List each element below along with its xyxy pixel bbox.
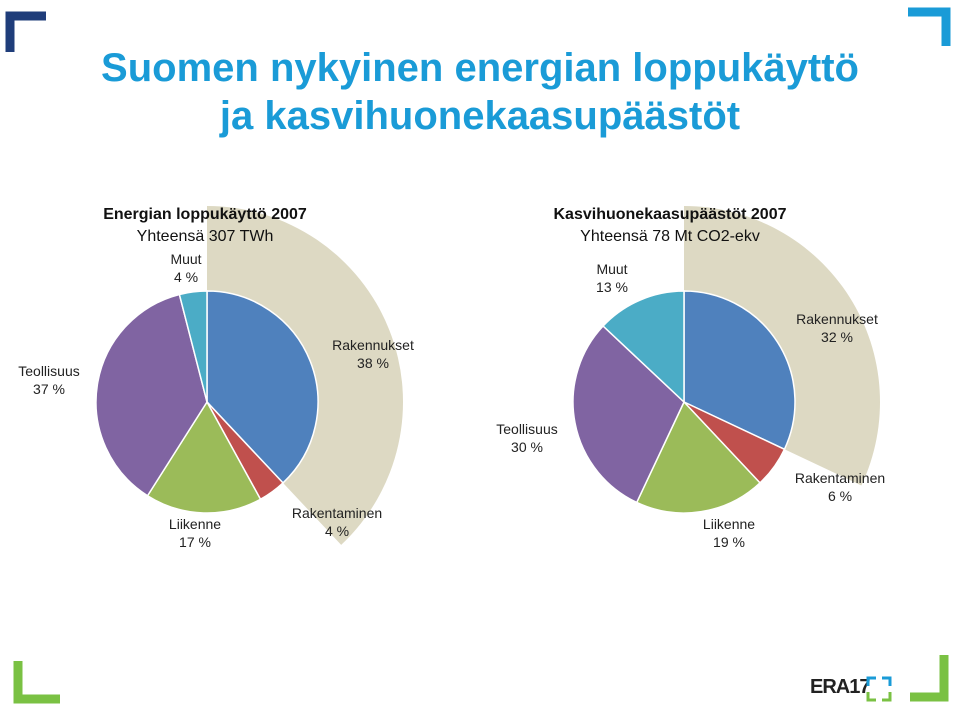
- corner-top-left: [5, 11, 46, 52]
- chart2-label-rakennukset: Rakennukset 32 %: [782, 310, 892, 346]
- page-title-line2: ja kasvihuonekaasupäästöt: [219, 94, 741, 138]
- chart1-slice-liikenne: [146, 400, 262, 514]
- corner-top-right: [908, 7, 951, 46]
- chart1-label-rakentaminen-name: Rakentaminen: [291, 505, 383, 521]
- chart1-label-rakennukset-pct: 38 %: [357, 355, 389, 371]
- chart1-rakennukset-highlight-band: [207, 206, 403, 545]
- chart1-label-liikenne: Liikenne 17 %: [150, 515, 240, 551]
- chart2-title: Kasvihuonekaasupäästöt 2007: [553, 206, 787, 223]
- corner-bottom-right: [910, 655, 949, 702]
- chart1-label-teollisuus: Teollisuus 37 %: [4, 362, 94, 398]
- chart2-rakennukset-highlight-band: [684, 206, 880, 486]
- chart2-label-teollisuus-name: Teollisuus: [496, 421, 558, 437]
- chart2-label-rakennukset-name: Rakennukset: [796, 311, 878, 327]
- chart2-label-muut-pct: 13 %: [596, 279, 628, 295]
- chart2-label-liikenne-name: Liikenne: [702, 516, 756, 532]
- era17-logo: ERA17: [810, 676, 870, 698]
- chart1-label-muut: Muut 4 %: [156, 250, 216, 286]
- chart2-label-liikenne-pct: 19 %: [713, 534, 745, 550]
- chart1-label-rakentaminen: Rakentaminen 4 %: [272, 504, 402, 540]
- chart1-slice-teollisuus: [95, 293, 208, 497]
- chart2-label-liikenne: Liikenne 19 %: [684, 515, 774, 551]
- chart1-label-teollisuus-name: Teollisuus: [18, 363, 80, 379]
- chart2-label-muut-name: Muut: [596, 261, 628, 277]
- chart2-label-teollisuus-pct: 30 %: [511, 439, 543, 455]
- chart2-subtitle: Yhteensä 78 Mt CO2-ekv: [580, 228, 760, 245]
- chart1-subtitle: Yhteensä 307 TWh: [136, 228, 274, 245]
- era17-logo-mark-icon: [866, 676, 892, 702]
- chart2-label-teollisuus: Teollisuus 30 %: [482, 420, 572, 456]
- chart1-label-rakentaminen-pct: 4 %: [324, 523, 350, 539]
- chart2-label-rakennukset-pct: 32 %: [821, 329, 853, 345]
- chart1-label-liikenne-pct: 17 %: [179, 534, 211, 550]
- chart1-label-liikenne-name: Liikenne: [168, 516, 222, 532]
- page-title-line1: Suomen nykyinen energian loppukäyttö: [101, 46, 859, 90]
- chart2-slice-muut: [602, 290, 685, 404]
- corner-bottom-left: [13, 661, 60, 704]
- chart2-label-rakentaminen-pct: 6 %: [827, 488, 853, 504]
- chart1-label-teollisuus-pct: 37 %: [33, 381, 65, 397]
- chart2-slice-teollisuus: [572, 324, 685, 504]
- chart1-label-muut-name: Muut: [170, 251, 202, 267]
- chart2-slice-rakennukset: [683, 290, 796, 451]
- chart1-label-rakennukset-name: Rakennukset: [332, 337, 414, 353]
- chart2-label-rakentaminen: Rakentaminen 6 %: [780, 469, 900, 505]
- chart1-slice-muut: [178, 290, 208, 403]
- chart1-title: Energian loppukäyttö 2007: [103, 206, 307, 223]
- chart1-label-rakennukset: Rakennukset 38 %: [318, 336, 428, 372]
- chart2-label-rakentaminen-name: Rakentaminen: [794, 470, 886, 486]
- chart2-slice-liikenne: [635, 400, 762, 514]
- chart1-label-muut-pct: 4 %: [173, 269, 199, 285]
- chart2-label-muut: Muut 13 %: [582, 260, 642, 296]
- chart1-slice-rakennukset: [206, 290, 319, 484]
